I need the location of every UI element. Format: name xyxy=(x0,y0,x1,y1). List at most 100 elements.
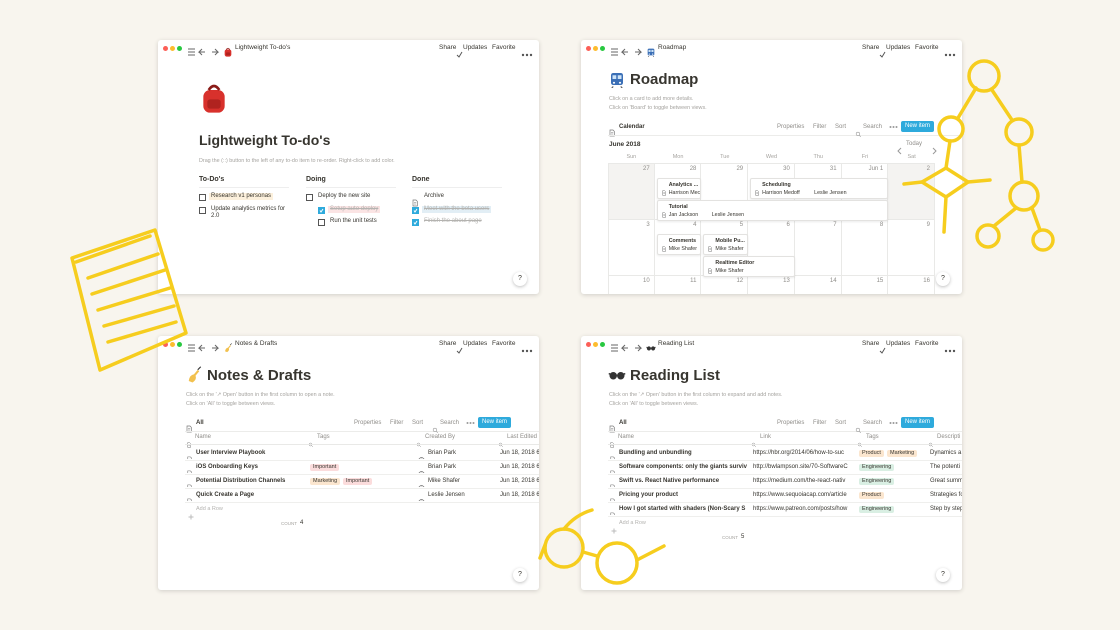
breadcrumb[interactable]: Reading List xyxy=(658,340,695,347)
weekday: Wed xyxy=(765,154,778,160)
window-dot[interactable] xyxy=(177,342,182,347)
event-person: Mike Shafer xyxy=(668,246,697,252)
day-cell xyxy=(654,276,702,294)
breadcrumb[interactable]: Roadmap xyxy=(658,44,687,51)
window-dot[interactable] xyxy=(170,46,175,51)
view-control[interactable]: Sort xyxy=(412,420,424,426)
view-control[interactable]: Properties xyxy=(777,124,805,130)
nav-icons xyxy=(187,43,221,56)
toolbar-action[interactable]: Share xyxy=(439,340,457,347)
add-row[interactable]: Add a Row xyxy=(619,520,646,526)
window-dot[interactable] xyxy=(600,46,605,51)
more-button[interactable] xyxy=(944,44,956,57)
checkbox[interactable] xyxy=(199,194,206,201)
day-number: 10 xyxy=(643,278,650,284)
toolbar-action[interactable]: Share xyxy=(439,44,457,51)
help-button[interactable]: ? xyxy=(936,272,950,286)
tag: Engineering xyxy=(859,505,895,514)
event-card[interactable]: Mobile Pu... Mike Shafer xyxy=(703,234,749,255)
window-dot[interactable] xyxy=(163,342,168,347)
window-dot[interactable] xyxy=(600,342,605,347)
event-card[interactable]: Realtime Editor Mike Shafer xyxy=(703,256,795,277)
checkbox[interactable] xyxy=(306,194,313,201)
checkbox[interactable] xyxy=(412,206,419,214)
new-item-button[interactable]: New item xyxy=(901,121,934,132)
link: https://medium.com/the-react-nativ xyxy=(753,478,846,484)
row-name[interactable]: Potential Distribution Channels xyxy=(196,478,286,484)
view-control[interactable]: Properties xyxy=(777,420,805,426)
toolbar-action[interactable]: Updates xyxy=(886,340,911,347)
toolbar-action[interactable]: Favorite xyxy=(492,340,516,347)
view-control[interactable]: Search xyxy=(863,124,883,130)
row-name[interactable]: Software components: only the giants sur… xyxy=(619,464,747,470)
new-item-button[interactable]: New item xyxy=(478,417,511,428)
count-label: COUNT xyxy=(722,535,738,540)
window-dot[interactable] xyxy=(163,46,168,51)
new-item-button[interactable]: New item xyxy=(901,417,934,428)
toolbar-action[interactable]: Favorite xyxy=(492,44,516,51)
row-name[interactable]: How I got started with shaders (Non-Scar… xyxy=(619,506,746,512)
breadcrumb[interactable]: Lightweight To-do's xyxy=(235,44,291,51)
row-name[interactable]: Swift vs. React Native performance xyxy=(619,478,720,484)
event-card[interactable]: Scheduling Harrison Medoff Leslie Jensen xyxy=(750,178,889,199)
help-button[interactable]: ? xyxy=(513,568,527,582)
add-row[interactable]: Add a Row xyxy=(196,506,223,512)
view-control[interactable]: Search xyxy=(440,420,460,426)
breadcrumb[interactable]: Notes & Drafts xyxy=(235,340,278,347)
row-name[interactable]: Bundling and unbundling xyxy=(619,450,692,456)
avatar-icon xyxy=(418,478,425,487)
row-name[interactable]: Quick Create a Page xyxy=(196,492,255,498)
person: Brian Park xyxy=(428,464,457,470)
toolbar-action[interactable]: Updates xyxy=(463,340,488,347)
view-control[interactable]: Sort xyxy=(835,420,847,426)
column-icon xyxy=(308,434,314,448)
toolbar-action[interactable]: Favorite xyxy=(915,44,939,51)
toolbar-action[interactable]: Share xyxy=(862,340,880,347)
row-name[interactable]: iOS Onboarding Keys xyxy=(196,464,259,470)
help-button[interactable]: ? xyxy=(936,568,950,582)
row-name[interactable]: Pricing your product xyxy=(619,492,679,498)
page-hint: Click on 'All' to toggle between views. xyxy=(186,401,276,407)
column-icon xyxy=(751,434,757,448)
event-card[interactable]: Analytics ... Harrison Mec xyxy=(656,178,702,199)
check-icon xyxy=(456,44,463,58)
more-button[interactable] xyxy=(521,44,533,57)
view-switch[interactable]: All xyxy=(619,420,627,426)
glasses-icon xyxy=(608,366,626,384)
view-control[interactable]: Filter xyxy=(813,124,827,130)
help-button[interactable]: ? xyxy=(513,272,527,286)
table-cell: Software components: only the giants sur… xyxy=(609,462,747,473)
window-dot[interactable] xyxy=(593,342,598,347)
more-button[interactable] xyxy=(944,340,956,353)
view-switch[interactable]: Calendar xyxy=(619,124,645,130)
more-button[interactable] xyxy=(521,340,533,353)
toolbar-action[interactable]: Share xyxy=(862,44,880,51)
doc-icon xyxy=(186,463,193,473)
todo-item: Update analytics metrics for 2.0 xyxy=(211,205,286,219)
window-dot[interactable] xyxy=(170,342,175,347)
event-card[interactable]: Tutorial Jan Jackson Leslie Jensen xyxy=(656,200,889,221)
description: Strategies fo xyxy=(930,492,962,498)
checkbox[interactable] xyxy=(199,206,206,214)
view-control[interactable]: Properties xyxy=(354,420,382,426)
day-number: 3 xyxy=(646,222,650,228)
window-dot[interactable] xyxy=(593,46,598,51)
checkbox[interactable] xyxy=(412,219,419,226)
view-control[interactable]: Filter xyxy=(813,420,827,426)
checkbox[interactable] xyxy=(318,219,325,226)
view-control[interactable]: Sort xyxy=(835,124,847,130)
toolbar-action[interactable]: Updates xyxy=(886,44,911,51)
checkbox[interactable] xyxy=(318,206,325,214)
window-dot[interactable] xyxy=(586,46,591,51)
table-cell: Jun 18, 2018 6 xyxy=(498,490,539,501)
toolbar-action[interactable]: Updates xyxy=(463,44,488,51)
toolbar-action[interactable]: Favorite xyxy=(915,340,939,347)
window-dot[interactable] xyxy=(177,46,182,51)
todo-window: Lightweight To-do's Share Updates Favorite?… xyxy=(158,40,539,294)
window-dot[interactable] xyxy=(586,342,591,347)
event-card[interactable]: Comments Mike Shafer xyxy=(656,234,702,255)
view-control[interactable]: Filter xyxy=(390,420,404,426)
row-name[interactable]: User Interview Playbook xyxy=(196,450,266,456)
view-control[interactable]: Search xyxy=(863,420,883,426)
view-switch[interactable]: All xyxy=(196,420,204,426)
